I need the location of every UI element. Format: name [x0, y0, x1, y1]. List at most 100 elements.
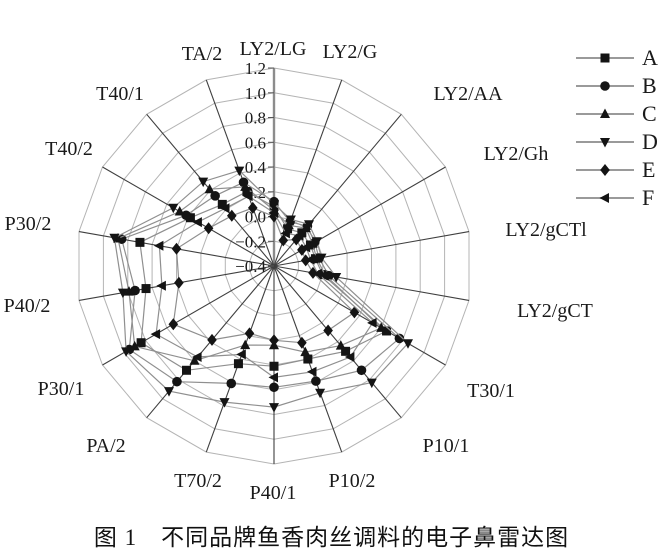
- marker-triangle-left: [367, 317, 377, 328]
- axis-label-p30-1: P30/1: [38, 378, 85, 400]
- marker-diamond: [171, 242, 182, 255]
- marker-triangle-up: [283, 219, 294, 230]
- marker-triangle-left: [344, 352, 355, 362]
- figure-caption: 图 1 不同品牌鱼香肉丝调料的电子鼻雷达图: [93, 525, 570, 550]
- marker-triangle-up: [376, 322, 387, 332]
- marker-triangle-down: [198, 177, 209, 188]
- marker-triangle-down: [109, 233, 120, 244]
- marker-triangle-up: [320, 269, 331, 279]
- marker-triangle-left: [156, 280, 166, 291]
- marker-triangle-down: [269, 403, 279, 413]
- legend-item-D: D: [576, 129, 658, 154]
- category-labels: LY2/LG LY2/G LY2/AA LY2/Gh LY2/gCTl LY2/gCT T3…: [4, 38, 593, 504]
- marker-triangle-down: [269, 200, 279, 210]
- radial-tick-label: −0.4: [235, 257, 266, 276]
- marker-square: [135, 237, 145, 247]
- marker-square: [269, 361, 279, 371]
- marker-circle: [394, 333, 405, 344]
- marker-circle: [130, 285, 140, 296]
- marker-triangle-left: [192, 352, 202, 362]
- marker-diamond: [278, 234, 289, 247]
- axis-label-t30-1: T30/1: [467, 380, 515, 402]
- marker-square: [217, 199, 227, 209]
- marker-triangle-up: [335, 340, 346, 350]
- marker-triangle-down: [234, 166, 245, 177]
- axis-label-ly2-gctl: LY2/gCTl: [505, 219, 587, 241]
- axis-label-ly2-aa: LY2/AA: [433, 83, 503, 105]
- marker-triangle-down: [117, 288, 128, 299]
- marker-diamond: [297, 243, 307, 256]
- marker-circle: [600, 81, 610, 91]
- axis-label-ly2-gct: LY2/gCT: [517, 300, 593, 322]
- marker-triangle-left: [243, 191, 253, 202]
- marker-triangle-left: [312, 268, 322, 279]
- marker-triangle-down: [285, 215, 296, 225]
- marker-square: [141, 284, 151, 294]
- marker-triangle-up: [300, 346, 311, 357]
- marker-circle: [356, 365, 367, 376]
- marker-triangle-up: [174, 206, 185, 216]
- series-D: [109, 166, 413, 413]
- axis-label-ly2-g: LY2/G: [323, 41, 378, 63]
- radial-tick-label: 1.0: [245, 84, 266, 103]
- marker-triangle-up: [300, 222, 311, 233]
- marker-triangle-up: [600, 108, 610, 118]
- marker-triangle-left: [192, 217, 202, 228]
- legend-label: A: [642, 45, 658, 70]
- marker-triangle-up: [240, 339, 251, 350]
- axis-label-p40-2: P40/2: [4, 295, 51, 317]
- legend-item-A: A: [576, 45, 658, 70]
- marker-circle: [226, 378, 237, 389]
- axis-label-ly2-gh: LY2/Gh: [484, 143, 549, 165]
- legend-label: F: [642, 185, 654, 210]
- marker-triangle-down: [121, 347, 132, 357]
- marker-square: [303, 354, 313, 364]
- legend-item-E: E: [576, 157, 655, 182]
- legend-label: D: [642, 129, 658, 154]
- marker-triangle-up: [129, 340, 140, 351]
- axis-label-ly2-lg: LY2/LG: [240, 38, 307, 60]
- marker-triangle-down: [316, 253, 327, 264]
- marker-diamond: [349, 306, 360, 319]
- radial-tick-label: 1.2: [245, 59, 266, 78]
- marker-diamond: [297, 336, 307, 349]
- marker-square: [600, 53, 610, 63]
- marker-triangle-down: [311, 237, 322, 247]
- marker-circle: [210, 191, 220, 201]
- marker-diamond: [300, 254, 311, 267]
- axis-label-p10-1: P10/1: [423, 435, 470, 457]
- marker-square: [341, 346, 351, 356]
- axis-label-pa-2: PA/2: [86, 435, 125, 457]
- marker-triangle-down: [304, 220, 314, 230]
- marker-triangle-left: [236, 349, 246, 360]
- marker-triangle-up: [124, 286, 134, 296]
- marker-square: [233, 359, 243, 369]
- radial-tick-label: −0.2: [235, 232, 266, 251]
- marker-diamond: [269, 334, 279, 347]
- legend-label: E: [642, 157, 655, 182]
- marker-circle: [311, 376, 321, 386]
- radial-tick-label: 0.8: [245, 109, 266, 128]
- marker-triangle-left: [294, 230, 304, 241]
- marker-circle: [172, 376, 182, 387]
- marker-triangle-left: [280, 228, 290, 239]
- marker-triangle-left: [305, 254, 315, 265]
- marker-triangle-up: [204, 183, 215, 194]
- marker-triangle-down: [168, 203, 179, 214]
- marker-diamond: [203, 222, 214, 235]
- marker-diamond: [244, 327, 255, 340]
- axis-label-t70-2: T70/2: [174, 470, 222, 492]
- marker-triangle-up: [240, 181, 251, 191]
- marker-triangle-left: [307, 366, 317, 377]
- marker-diamond: [323, 324, 333, 337]
- marker-triangle-left: [268, 372, 278, 383]
- marker-triangle-down: [315, 388, 326, 399]
- radial-tick-label: 0.6: [245, 133, 266, 152]
- marker-circle: [269, 382, 279, 393]
- marker-diamond: [207, 333, 217, 346]
- radial-tick-label: 0.0: [245, 208, 266, 227]
- marker-diamond: [291, 233, 302, 246]
- radial-tick-label: 0.4: [245, 158, 267, 177]
- marker-square: [185, 213, 195, 223]
